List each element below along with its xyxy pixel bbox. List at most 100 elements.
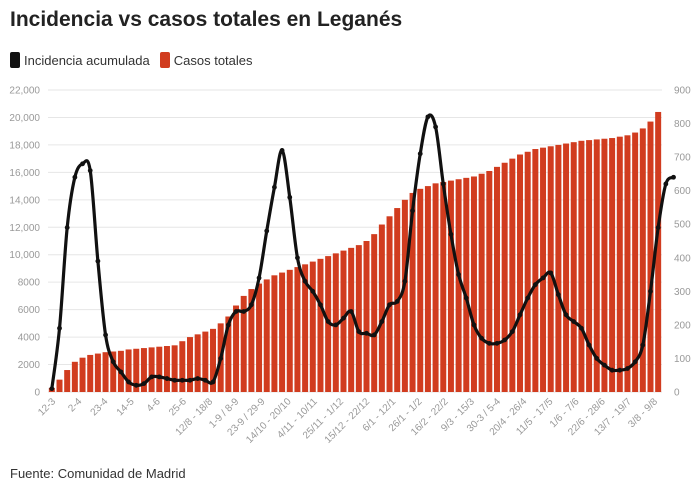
incidence-point [256,275,262,281]
bar [210,328,217,392]
bar [378,224,385,392]
y-left-tick-label: 22,000 [9,86,40,97]
bar [417,188,424,392]
bar [110,351,117,392]
incidence-point [563,312,569,318]
bar [570,142,577,392]
bar [555,144,562,392]
incidence-point [586,342,592,348]
incidence-point [49,386,55,392]
bar [509,158,516,392]
incidence-point [502,337,508,343]
bar [179,341,186,392]
incidence-point [548,270,554,276]
y-left-tick-label: 16,000 [9,168,40,179]
incidence-point [555,292,561,298]
bar [163,346,170,392]
bar [309,261,316,392]
legend-item-bars: Casos totales [159,52,253,68]
bar [655,111,662,393]
incidence-point [655,225,661,230]
x-tick-label: 12-3 [36,396,58,418]
incidence-point [433,124,438,130]
incidence-point [486,340,492,346]
bar [355,245,362,392]
bar [647,121,654,392]
bar [248,289,255,392]
bar [601,138,608,392]
x-tick-label: 3/8 - 9/8 [626,396,660,430]
y-right-tick-label: 500 [674,220,691,231]
y-right-tick-label: 700 [674,153,691,164]
y-left-tick-label: 10,000 [9,250,40,261]
incidence-point [348,309,354,314]
incidence-point [110,359,116,365]
bar [240,295,247,392]
bar [624,135,631,393]
incidence-point [141,381,147,387]
bar [432,183,439,392]
bar [470,176,477,392]
incidence-point [525,295,531,301]
bar [325,256,332,392]
bar [317,258,324,392]
legend-swatch-bars [159,52,170,68]
bar [639,128,646,392]
y-left-tick-label: 20,000 [9,113,40,124]
incidence-point [264,228,270,234]
incidence-point [479,335,485,341]
incidence-point [87,168,93,173]
bar [340,250,347,392]
bar [440,181,447,392]
legend: Incidencia acumulada Casos totales [10,52,263,68]
legend-swatch-line [10,52,20,68]
incidence-point [456,272,462,277]
bar [302,264,309,392]
bar [263,279,270,392]
incidence-point [341,315,346,321]
y-left-tick-label: 18,000 [9,140,40,151]
bar [493,166,500,392]
incidence-point [164,376,170,381]
bar [540,147,547,392]
bar [363,241,370,392]
bar [563,143,570,392]
bar [593,139,600,392]
incidence-point [671,174,676,180]
incidence-point [149,374,155,380]
x-tick-label: 2-4 [66,396,84,414]
y-axis-left: 0 2000 4000 6000 8000 10,000 12,000 14,000 16,00… [9,86,40,399]
bar [447,180,454,392]
x-tick-label: 4-6 [145,396,163,414]
y-right-tick-label: 400 [674,253,691,264]
incidence-point [195,376,201,381]
incidence-point [225,322,231,328]
y-left-tick-label: 14,000 [9,195,40,206]
y-right-tick-label: 900 [674,86,691,97]
y-left-tick-label: 4000 [18,333,41,344]
bar [233,305,240,392]
bar [148,347,155,392]
incidence-point [333,322,339,328]
incidence-point [425,114,431,120]
incidence-point [233,309,239,314]
bar [202,331,209,392]
y-left-tick-label: 2000 [18,360,41,371]
y-right-tick-label: 200 [674,320,691,331]
y-right-tick-label: 100 [674,354,691,365]
incidence-point [126,379,131,385]
bar [517,154,524,392]
incidence-point [517,312,523,318]
incidence-point [640,342,646,348]
incidence-point [402,278,408,284]
incidence-point [471,322,477,328]
incidence-point [279,148,285,153]
bar [156,346,163,392]
bar [547,146,554,392]
incidence-point [625,366,630,371]
bar [56,379,63,392]
incidence-point [364,330,369,336]
incidence-point [594,356,600,361]
line-series [49,113,676,392]
incidence-point [371,332,377,338]
